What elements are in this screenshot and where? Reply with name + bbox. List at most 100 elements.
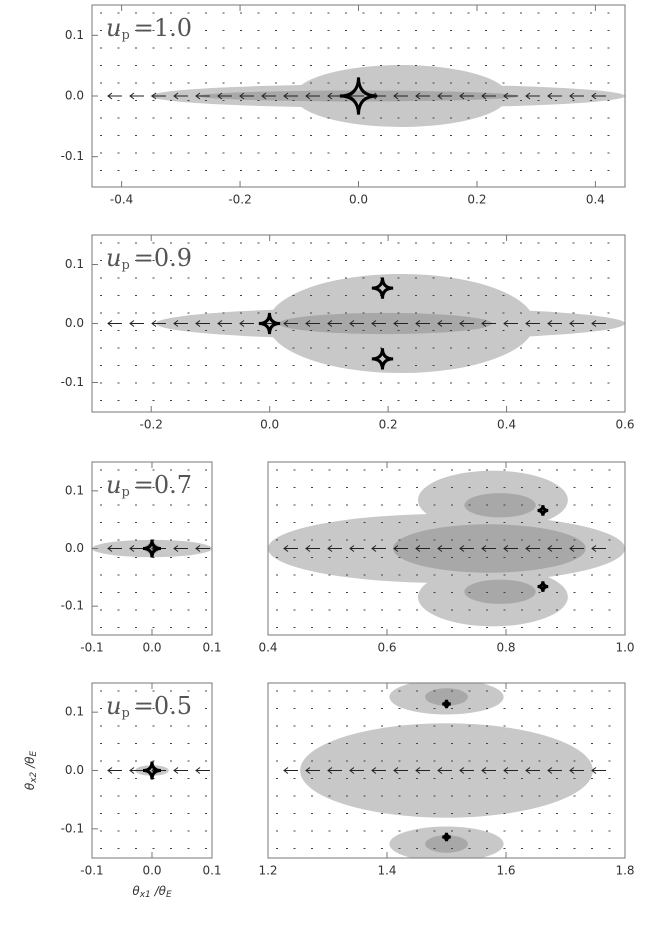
flow-arrow <box>283 767 298 774</box>
flow-arrow <box>173 320 188 327</box>
flow-arrow <box>591 320 606 327</box>
caustic <box>371 348 394 370</box>
flow-arrow <box>151 92 166 100</box>
y-tick-label: -0.1 <box>61 375 84 389</box>
flow-arrow <box>305 545 320 552</box>
x-tick-label: 0.2 <box>467 193 486 207</box>
flow-arrow <box>195 767 210 774</box>
flow-arrow <box>195 545 210 552</box>
flow-arrow <box>107 92 122 100</box>
magnification-region <box>464 579 536 604</box>
y-axis-label: θx2 /θE <box>23 751 39 791</box>
magnification-region <box>464 493 536 518</box>
caustic <box>442 832 451 842</box>
symbol: u <box>106 471 121 499</box>
x-tick-label: 0.0 <box>142 864 161 878</box>
flow-arrow <box>129 320 144 327</box>
caustic <box>537 504 549 516</box>
value: =0.5 <box>134 692 192 720</box>
flow-arrow <box>349 320 364 327</box>
symbol: u <box>106 244 121 272</box>
caustic <box>258 312 281 335</box>
flow-arrow <box>503 92 518 100</box>
symbol: u <box>106 14 121 42</box>
x-tick-label: 0.8 <box>496 641 515 655</box>
x-tick-label: 1.0 <box>615 641 634 655</box>
x-tick-label: 1.8 <box>615 864 634 878</box>
flow-arrow <box>217 92 232 100</box>
flow-arrow <box>459 767 474 774</box>
flow-arrow <box>525 320 540 327</box>
plot-frame <box>267 461 626 636</box>
subscript: p <box>121 258 129 273</box>
flow-arrow <box>195 320 210 327</box>
x-tick-label: 0.1 <box>202 641 221 655</box>
label-part: θ <box>132 884 140 898</box>
flow-arrow <box>107 545 122 552</box>
x-tick-label: -0.2 <box>140 418 163 432</box>
flow-arrow <box>239 320 254 327</box>
panel <box>92 469 212 628</box>
x-tick-label: 0.0 <box>142 641 161 655</box>
flow-arrow <box>371 320 386 327</box>
label-part: /θ <box>23 756 37 772</box>
flow-arrow <box>503 320 518 327</box>
flow-arrow <box>349 767 364 774</box>
subscript: p <box>121 28 129 43</box>
flow-arrow <box>305 767 320 774</box>
caustic <box>371 277 394 299</box>
value: =1.0 <box>134 14 192 42</box>
x-tick-label: 1.6 <box>496 864 515 878</box>
flow-arrow <box>129 545 144 552</box>
x-tick-label: 0.4 <box>586 193 605 207</box>
caustic <box>537 581 549 593</box>
flow-arrow <box>459 320 474 327</box>
panel-label: up =1.0 <box>106 14 192 43</box>
x-tick-label: 0.1 <box>202 864 221 878</box>
flow-arrow <box>349 545 364 552</box>
flow-arrow <box>591 545 606 552</box>
panel <box>100 690 210 849</box>
subscript: p <box>121 706 129 721</box>
panel <box>276 683 611 858</box>
x-tick-label: 0.6 <box>377 641 396 655</box>
flow-arrow <box>129 92 144 100</box>
label-part: θ <box>23 782 37 790</box>
caustic <box>442 699 451 709</box>
panel-label: up =0.9 <box>106 244 192 273</box>
flow-arrow <box>173 92 188 100</box>
flow-arrow <box>525 767 540 774</box>
subscript: E <box>29 751 39 757</box>
y-tick-label: 0.0 <box>65 89 84 103</box>
flow-arrow <box>525 545 540 552</box>
flow-arrow <box>481 92 496 100</box>
flow-arrow <box>305 92 320 100</box>
panel <box>100 242 625 401</box>
flow-arrow <box>415 320 430 327</box>
label-part: /θ <box>151 884 167 898</box>
panel-label: up =0.7 <box>106 471 192 500</box>
caustic <box>142 761 162 780</box>
flow-arrow <box>393 545 408 552</box>
flow-arrow <box>437 92 452 100</box>
x-axis-label: θx1 /θE <box>132 884 172 900</box>
y-tick-label: -0.1 <box>61 149 84 163</box>
flow-arrow <box>415 545 430 552</box>
flow-arrow <box>437 320 452 327</box>
flow-arrow <box>415 92 430 100</box>
flow-arrow <box>459 92 474 100</box>
flow-arrow <box>217 320 232 327</box>
y-tick-label: 0.0 <box>65 541 84 555</box>
x-tick-label: -0.4 <box>110 193 133 207</box>
flow-arrow <box>525 92 540 100</box>
flow-arrow <box>239 92 254 100</box>
flow-arrow <box>437 767 452 774</box>
flow-arrow <box>547 320 562 327</box>
flow-arrow <box>547 545 562 552</box>
flow-arrow <box>437 545 452 552</box>
x-tick-label: -0.1 <box>80 641 103 655</box>
y-tick-label: 0.1 <box>65 28 84 42</box>
flow-arrow <box>327 92 342 100</box>
y-tick-label: 0.0 <box>65 316 84 330</box>
